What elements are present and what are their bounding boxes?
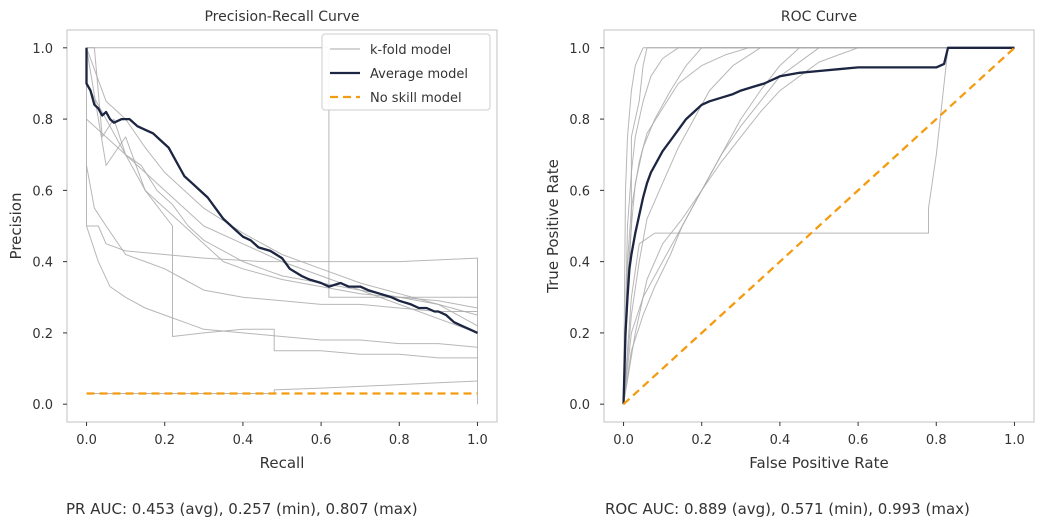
pr-x-tick-label: 0.8 — [389, 433, 410, 448]
roc-x-tick-label: 0.8 — [926, 433, 947, 448]
roc-series-k-fold-8 — [623, 47, 1015, 405]
roc-series-k-fold-5 — [623, 47, 1015, 405]
pr-legend-label: k-fold model — [370, 43, 451, 58]
roc-x-tick-label: 0.2 — [691, 433, 712, 448]
pr-y-axis-label: Precision — [7, 193, 25, 260]
pr-series-k-fold-6 — [86, 83, 478, 359]
pr-y-tick-label: 0.6 — [32, 184, 53, 199]
pr-series-k-fold-5 — [86, 225, 478, 348]
roc-series-k-fold-9 — [623, 47, 1015, 405]
pr-legend-box — [321, 33, 491, 111]
pr-y-tick-label: 0.2 — [32, 327, 53, 342]
pr-series-k-fold-9 — [86, 118, 478, 334]
roc-x-tick-label: 0.4 — [770, 433, 791, 448]
pr-legend-label: No skill model — [370, 91, 462, 106]
roc-auc-caption: ROC AUC: 0.889 (avg), 0.571 (min), 0.993… — [605, 500, 970, 518]
roc-series-k-fold-3 — [623, 47, 1015, 405]
pr-y-tick-label: 0.8 — [32, 113, 53, 128]
roc-x-tick-label: 0.0 — [613, 433, 634, 448]
pr-x-tick-label: 0.0 — [76, 433, 97, 448]
pr-series-average-model — [85, 47, 478, 334]
pr-x-axis-label: Recall — [260, 454, 305, 472]
roc-y-tick-label: 0.0 — [569, 398, 590, 413]
pr-legend-label: Average model — [370, 67, 468, 82]
pr-x-tick-label: 0.6 — [311, 433, 332, 448]
roc-panel: 0.0 0.2 0.4 0.6 0.8 1.0 0.0 0.2 0.4 0.6 0.8 1.0 ROC … — [544, 9, 1035, 472]
roc-y-tick-label: 0.2 — [569, 327, 590, 342]
roc-x-axis-label: False Positive Rate — [749, 454, 888, 472]
pr-y-tick-label: 0.0 — [32, 398, 53, 413]
roc-y-axis-label: True Positive Rate — [544, 159, 562, 294]
pr-x-tick-label: 1.0 — [467, 433, 488, 448]
roc-x-tick-label: 0.6 — [848, 433, 869, 448]
precision-recall-panel: 0.0 0.2 0.4 0.6 0.8 1.0 0.0 0.2 0.4 0.6 0.8 1.0 Prec… — [7, 9, 498, 472]
roc-series-k-fold-7 — [623, 47, 1015, 405]
pr-series-k-fold-4 — [86, 165, 478, 312]
roc-series-average-model — [622, 46, 1015, 405]
pr-chart-title: Precision-Recall Curve — [204, 9, 359, 25]
roc-series-k-fold-6 — [623, 47, 1015, 405]
pr-legend: k-fold model Average model No skill model — [321, 33, 491, 111]
roc-y-tick-label: 0.4 — [569, 256, 590, 271]
pr-x-tick-label: 0.4 — [233, 433, 254, 448]
pr-series-k-fold-1 — [86, 47, 478, 405]
roc-y-tick-label: 0.8 — [569, 113, 590, 128]
roc-series-no-skill — [622, 46, 1016, 406]
figure-canvas: 0.0 0.2 0.4 0.6 0.8 1.0 0.0 0.2 0.4 0.6 0.8 1.0 Prec… — [7, 9, 1035, 472]
roc-x-tick-label: 1.0 — [1004, 433, 1025, 448]
pr-x-tick-label: 0.2 — [154, 433, 175, 448]
roc-y-tick-label: 0.6 — [569, 184, 590, 199]
roc-chart-title: ROC Curve — [781, 9, 857, 25]
pr-y-tick-label: 1.0 — [32, 42, 53, 57]
pr-auc-caption: PR AUC: 0.453 (avg), 0.257 (min), 0.807 … — [66, 500, 418, 518]
pr-y-tick-label: 0.4 — [32, 256, 53, 271]
roc-y-tick-label: 1.0 — [569, 42, 590, 57]
